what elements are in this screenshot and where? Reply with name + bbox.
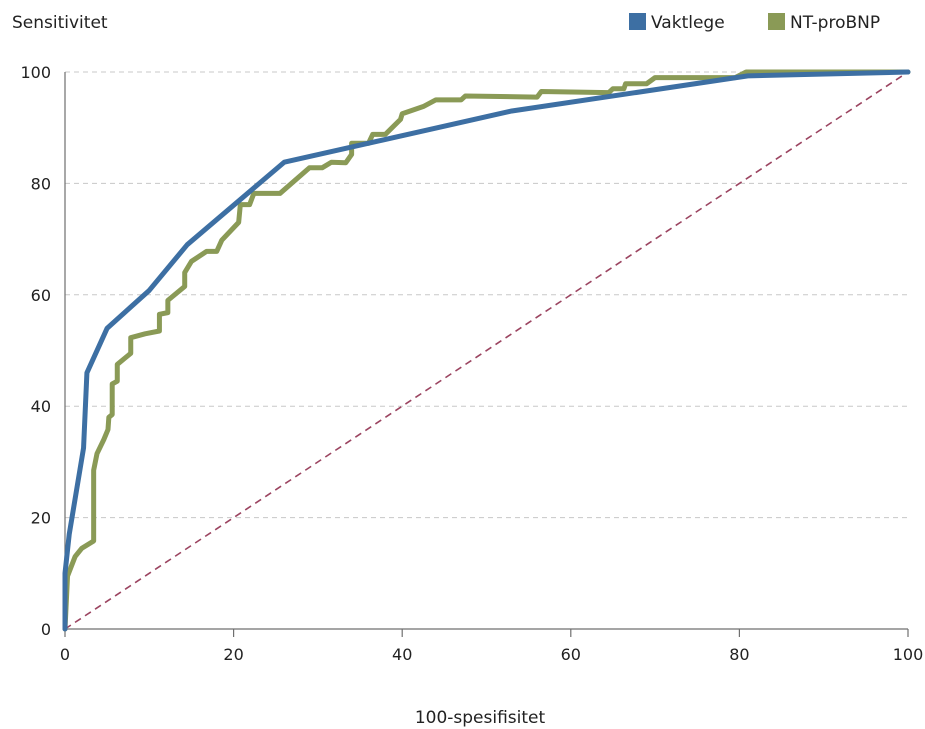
x-tick-label-80: 80	[729, 645, 749, 664]
reference-diagonal	[64, 71, 909, 630]
series-lines	[62, 69, 911, 632]
legend-swatch-vaktlege	[629, 13, 646, 30]
y-tick-label-100: 100	[20, 63, 51, 82]
legend: Vaktlege NT-proBNP	[629, 13, 880, 33]
x-tick-label-0: 0	[60, 645, 70, 664]
grid-lines	[65, 71, 908, 519]
legend-label-vaktlege: Vaktlege	[651, 13, 725, 33]
x-tick-label-60: 60	[561, 645, 581, 664]
y-tick-label-80: 80	[31, 174, 51, 193]
y-tick-label-60: 60	[31, 286, 51, 305]
series-line-nt-probnp	[62, 69, 911, 632]
legend-label-nt-probnp: NT-proBNP	[790, 13, 880, 33]
y-axis-title: Sensitivitet	[12, 13, 108, 33]
y-tick-label-40: 40	[31, 397, 51, 416]
reference-line	[64, 71, 909, 630]
x-tick-label-100: 100	[893, 645, 924, 664]
y-tick-label-20: 20	[31, 509, 51, 528]
x-axis-title: 100-spesifisitet	[415, 708, 546, 728]
legend-swatch-nt-probnp	[768, 13, 785, 30]
x-tick-label-20: 20	[223, 645, 243, 664]
y-tick-label-0: 0	[41, 620, 51, 639]
x-tick-label-40: 40	[392, 645, 412, 664]
series-line-vaktlege	[62, 69, 911, 632]
axes: 0 20 40 60 80 100 0 20 40 60 80 100	[20, 63, 923, 664]
